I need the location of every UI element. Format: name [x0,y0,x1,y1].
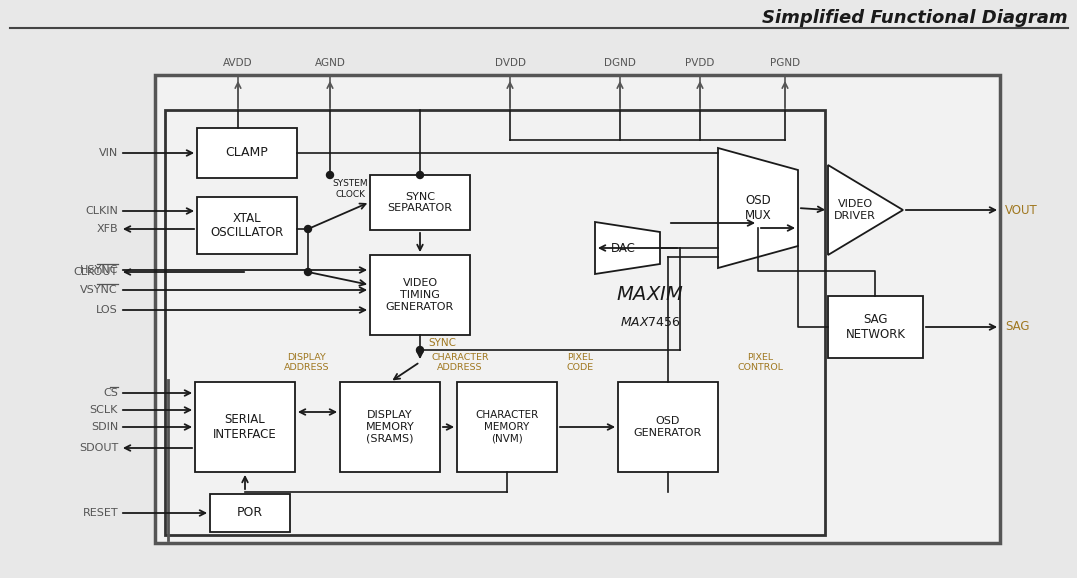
Polygon shape [595,222,660,274]
Bar [165,110,825,535]
Text: SYSTEM
CLOCK: SYSTEM CLOCK [332,179,368,199]
Bar [370,175,470,230]
Text: CS: CS [103,388,118,398]
Bar [195,382,295,472]
Text: CLAMP: CLAMP [225,146,268,160]
Text: POR: POR [237,506,263,520]
Text: HSYNC: HSYNC [80,265,118,275]
Text: SYNC
SEPARATOR: SYNC SEPARATOR [388,192,452,213]
Text: VIDEO
TIMING
GENERATOR: VIDEO TIMING GENERATOR [386,279,454,312]
Text: AGND: AGND [314,58,346,68]
Polygon shape [718,148,798,268]
Circle shape [305,225,311,232]
Text: DAC: DAC [611,242,635,254]
Text: XFB: XFB [96,224,118,234]
Bar [370,255,470,335]
Polygon shape [828,165,903,255]
Text: LOS: LOS [96,305,118,315]
Text: VSYNC: VSYNC [81,285,118,295]
Text: XTAL
OSCILLATOR: XTAL OSCILLATOR [210,212,283,239]
Text: PIXEL
CONTROL: PIXEL CONTROL [737,353,783,372]
Circle shape [417,172,423,179]
Bar [618,382,718,472]
Text: Simplified Functional Diagram: Simplified Functional Diagram [763,9,1068,27]
Text: SERIAL
INTERFACE: SERIAL INTERFACE [213,413,277,441]
Bar [210,494,290,532]
Bar [155,75,1001,543]
Text: VOUT: VOUT [1005,203,1038,217]
Text: CLKIN: CLKIN [85,206,118,216]
Text: CHARACTER
MEMORY
(NVM): CHARACTER MEMORY (NVM) [475,410,538,443]
Text: SCLK: SCLK [89,405,118,415]
Bar [197,128,297,178]
Text: PGND: PGND [770,58,800,68]
Circle shape [326,172,334,179]
Text: SAG
NETWORK: SAG NETWORK [845,313,906,341]
Text: DISPLAY
MEMORY
(SRAMS): DISPLAY MEMORY (SRAMS) [365,410,415,443]
Text: DISPLAY
ADDRESS: DISPLAY ADDRESS [284,353,330,372]
Bar [340,382,440,472]
Text: CHARACTER
ADDRESS: CHARACTER ADDRESS [431,353,489,372]
Text: DGND: DGND [604,58,635,68]
Bar [828,296,923,358]
Text: CLKOUT: CLKOUT [73,267,118,277]
Text: OSD
MUX: OSD MUX [744,194,771,222]
Text: $\bf{\mathit{MAXIM}}$: $\bf{\mathit{MAXIM}}$ [616,286,684,305]
Text: $\mathit{MAX7456}$: $\mathit{MAX7456}$ [619,316,681,328]
Text: SDOUT: SDOUT [79,443,118,453]
Text: OSD
GENERATOR: OSD GENERATOR [634,416,702,438]
Text: DVDD: DVDD [494,58,526,68]
Bar [197,197,297,254]
Text: VIDEO
DRIVER: VIDEO DRIVER [834,199,876,221]
Circle shape [305,269,311,276]
Text: AVDD: AVDD [223,58,253,68]
Text: PVDD: PVDD [685,58,715,68]
Bar [457,382,557,472]
Circle shape [417,346,423,354]
Text: SDIN: SDIN [90,422,118,432]
Text: RESET: RESET [82,508,118,518]
Text: SYNC: SYNC [428,338,456,348]
Text: VIN: VIN [99,148,118,158]
Text: SAG: SAG [1005,320,1030,334]
Text: PIXEL
CODE: PIXEL CODE [567,353,593,372]
